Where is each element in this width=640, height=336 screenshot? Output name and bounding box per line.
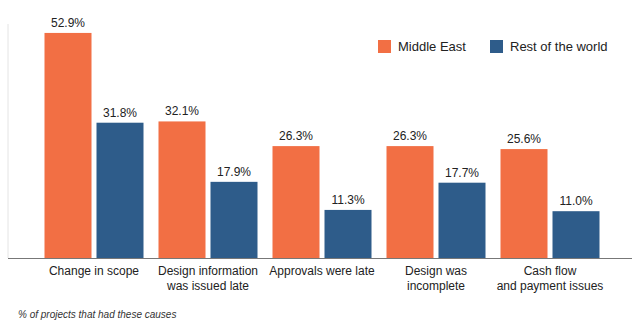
data-label: 26.3% (393, 129, 427, 143)
legend-label: Middle East (398, 39, 466, 54)
bar (159, 121, 206, 258)
legend: Middle East Rest of the world (378, 39, 608, 54)
y-axis-line (8, 24, 9, 258)
x-tick-label-line: was issued late (166, 279, 249, 293)
bar (439, 183, 486, 258)
x-tick-label-line: Change in scope (49, 264, 139, 278)
bars (45, 33, 600, 258)
x-tick-label-line: Design was (405, 264, 467, 278)
x-tick-label: Design informationwas issued late (158, 264, 258, 293)
data-label: 32.1% (165, 104, 199, 118)
x-tick-label: Change in scope (49, 264, 139, 278)
x-tick-label: Design wasincomplete (405, 264, 467, 293)
legend-label: Rest of the world (510, 39, 608, 54)
bar (211, 182, 258, 258)
data-label: 31.8% (103, 106, 137, 120)
data-label: 25.6% (507, 132, 541, 146)
bar (325, 210, 372, 258)
bar (45, 33, 92, 258)
data-label: 11.3% (331, 193, 364, 207)
x-tick-label-line: Cash flow (524, 264, 577, 278)
data-label: 17.9% (217, 165, 251, 179)
x-tick-label: Cash flowand payment issues (497, 264, 604, 293)
footnote: % of projects that had these causes (18, 309, 176, 320)
chart: 52.9% 31.8% 32.1% 17.9% 26.3% 11.3% 26.3% 17.7%… (0, 0, 640, 336)
x-tick-label-line: Approvals were late (269, 264, 375, 278)
bar (387, 146, 434, 258)
data-label: 52.9% (51, 16, 85, 30)
legend-swatch (490, 40, 503, 53)
bar (553, 211, 600, 258)
data-label: 26.3% (279, 129, 313, 143)
data-label: 17.7% (445, 166, 479, 180)
x-tick-label-line: and payment issues (497, 279, 604, 293)
bar (273, 146, 320, 258)
x-tick-label: Approvals were late (269, 264, 375, 278)
x-axis-line (8, 258, 632, 259)
x-tick-label-line: incomplete (407, 279, 465, 293)
legend-swatch (378, 40, 391, 53)
bar (501, 149, 548, 258)
bar (97, 123, 144, 258)
x-tick-label-line: Design information (158, 264, 258, 278)
data-label: 11.0% (559, 194, 592, 208)
